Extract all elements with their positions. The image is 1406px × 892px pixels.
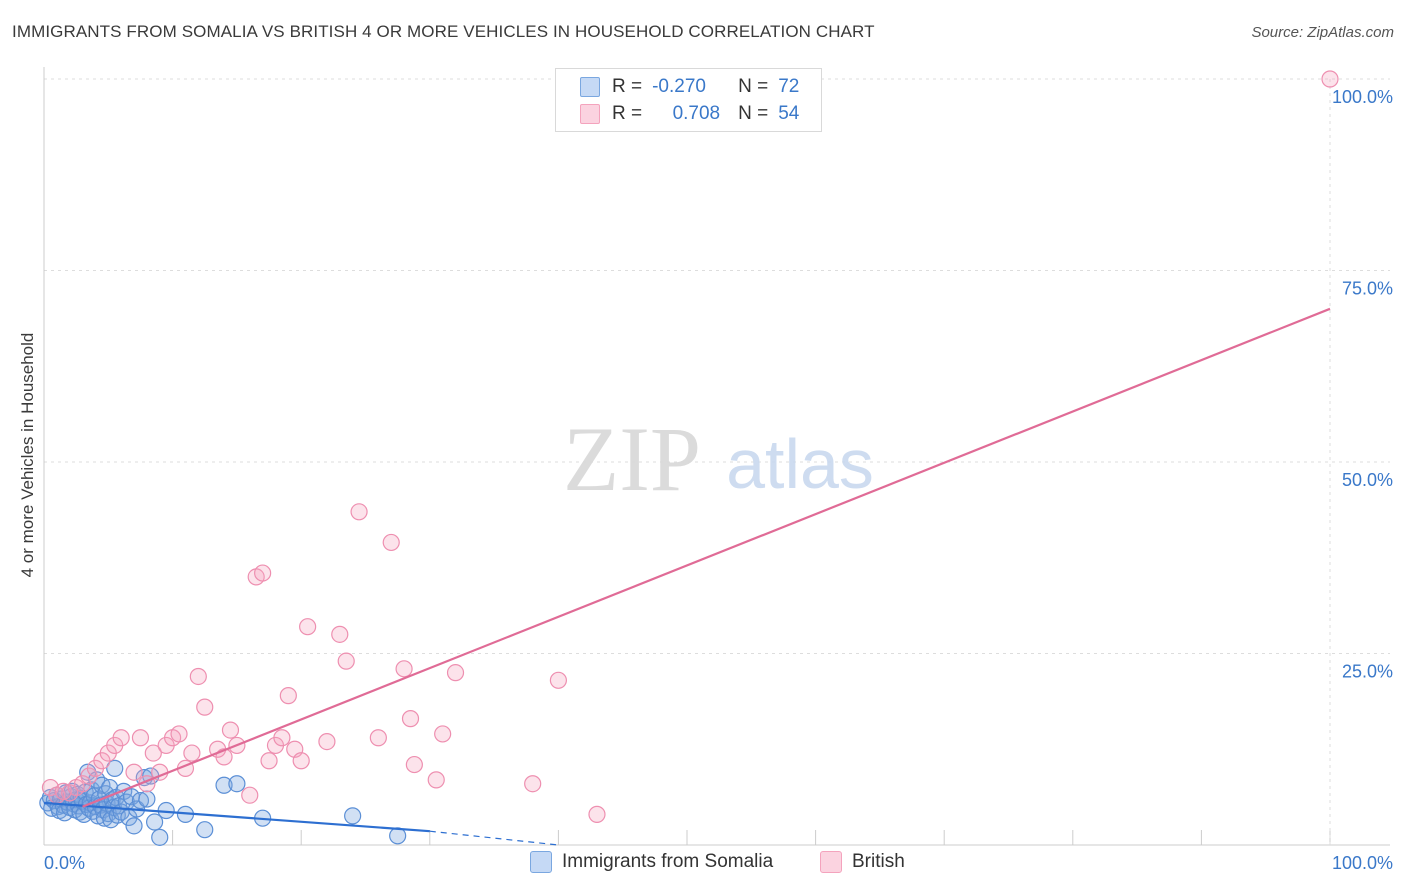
british-point bbox=[189, 667, 207, 686]
correlation-legend: R = -0.270 N = 72 R = 0.708 N = 54 bbox=[555, 68, 822, 132]
r-label: R = bbox=[612, 76, 643, 97]
legend-item-somalia[interactable]: Immigrants from Somalia bbox=[530, 851, 773, 873]
british-point bbox=[254, 564, 272, 582]
british-point bbox=[1321, 70, 1339, 88]
bottom-legend: Immigrants from Somalia British bbox=[0, 851, 1406, 879]
legend-row-british: R = 0.708 N = 54 bbox=[580, 102, 799, 126]
legend-item-british[interactable]: British bbox=[820, 851, 905, 873]
x-tick-label-100: 100.0% bbox=[1332, 853, 1393, 873]
british-point bbox=[241, 786, 259, 804]
somalia-trend-extension bbox=[429, 830, 559, 846]
y-tick-label-50: 50.0% bbox=[1342, 470, 1393, 490]
somalia-point bbox=[138, 790, 156, 808]
series-somalia-points bbox=[39, 759, 407, 846]
somalia-r-value: -0.270 bbox=[652, 76, 706, 97]
british-point bbox=[350, 503, 368, 521]
british-point bbox=[524, 775, 542, 793]
somalia-point bbox=[125, 817, 143, 835]
british-point bbox=[273, 729, 291, 747]
british-point bbox=[318, 732, 336, 751]
british-point bbox=[434, 725, 452, 743]
somalia-point bbox=[131, 791, 150, 810]
somalia-legend-swatch bbox=[530, 851, 552, 873]
british-point bbox=[299, 618, 317, 636]
british-point bbox=[170, 725, 188, 743]
y-tick-label-75: 75.0% bbox=[1342, 279, 1393, 299]
somalia-point bbox=[151, 828, 169, 846]
british-point bbox=[260, 752, 278, 770]
somalia-swatch bbox=[580, 77, 600, 97]
x-tick-label-0: 0.0% bbox=[44, 853, 85, 873]
n-label: N = bbox=[738, 103, 769, 124]
british-point bbox=[221, 721, 240, 739]
british-point bbox=[369, 729, 387, 747]
somalia-trend-line bbox=[43, 801, 430, 833]
british-point bbox=[54, 782, 72, 800]
british-point bbox=[125, 763, 143, 781]
british-legend-label: British bbox=[852, 851, 905, 872]
british-point bbox=[131, 729, 150, 747]
british-point bbox=[588, 805, 606, 823]
british-legend-swatch bbox=[820, 851, 842, 873]
watermark-atlas: atlas bbox=[726, 425, 874, 503]
british-point bbox=[382, 533, 400, 552]
axes bbox=[43, 67, 1390, 846]
somalia-point bbox=[196, 821, 214, 839]
source-label: Source: ZipAtlas.com bbox=[1251, 24, 1394, 41]
grid-lines bbox=[43, 78, 1390, 845]
n-label: N = bbox=[738, 76, 769, 97]
somalia-point bbox=[228, 775, 246, 793]
british-r-value: 0.708 bbox=[672, 103, 721, 124]
british-point bbox=[395, 660, 413, 678]
british-n-value: 54 bbox=[778, 103, 800, 124]
british-point bbox=[446, 664, 465, 682]
british-point bbox=[292, 752, 310, 770]
watermark: ZIP atlas bbox=[563, 408, 874, 510]
tick-labels: 25.0% 50.0% 75.0% 100.0% 0.0% 100.0% bbox=[44, 87, 1393, 873]
british-point bbox=[279, 687, 297, 705]
somalia-point bbox=[215, 776, 233, 794]
british-point bbox=[112, 729, 130, 747]
watermark-zip: ZIP bbox=[563, 408, 701, 510]
legend-row-somalia: R = -0.270 N = 72 bbox=[580, 75, 799, 99]
y-tick-label-25: 25.0% bbox=[1342, 662, 1393, 682]
british-trend-line bbox=[82, 307, 1331, 808]
british-point bbox=[183, 744, 201, 762]
somalia-point bbox=[106, 759, 124, 778]
somalia-legend-label: Immigrants from Somalia bbox=[562, 851, 774, 872]
british-point bbox=[427, 771, 445, 789]
trend-lines bbox=[43, 307, 1331, 846]
somalia-n-value: 72 bbox=[778, 76, 800, 97]
chart-title: IMMIGRANTS FROM SOMALIA VS BRITISH 4 OR … bbox=[12, 22, 875, 41]
british-point bbox=[549, 671, 568, 689]
somalia-point bbox=[145, 813, 164, 831]
british-point bbox=[331, 625, 349, 643]
somalia-point bbox=[344, 807, 362, 825]
british-point bbox=[196, 698, 214, 716]
r-label: R = bbox=[612, 103, 643, 124]
y-tick-label-100: 100.0% bbox=[1332, 87, 1393, 107]
british-swatch bbox=[580, 104, 600, 124]
british-point bbox=[144, 744, 162, 762]
british-point bbox=[401, 710, 420, 728]
british-point bbox=[337, 652, 355, 670]
british-point bbox=[405, 755, 423, 774]
